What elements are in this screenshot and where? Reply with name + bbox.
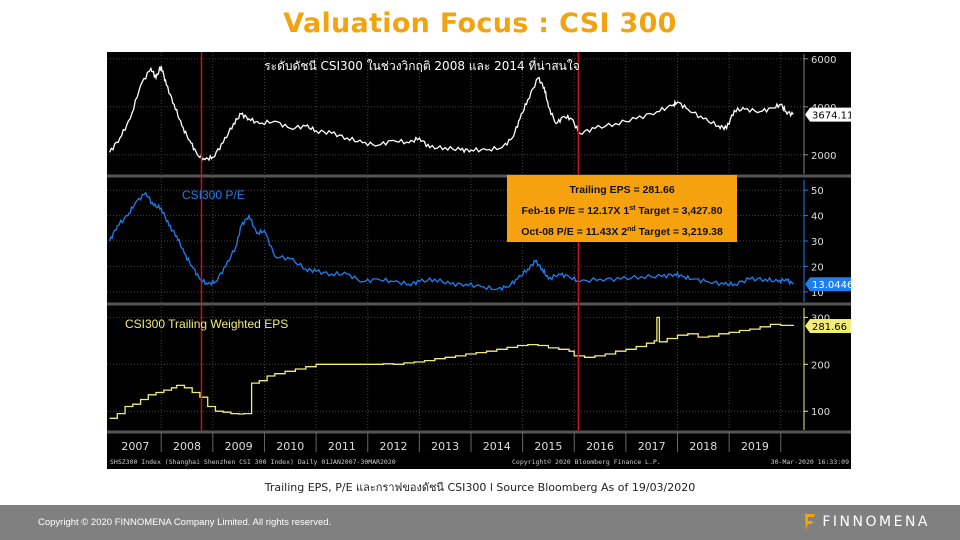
brand-name: FINNOMENA	[822, 514, 930, 530]
last-value-tag	[805, 318, 851, 333]
pe-last-value-label: 13.0446	[805, 277, 851, 292]
bloomberg-copyright: Copyright© 2020 Bloomberg Finance L.P.	[512, 458, 661, 466]
x-axis: 2007 2008 2009 2010 2011 2012 2013 2014 2015 2016…	[121, 432, 782, 453]
chart-caption: Trailing EPS, P/E และกราฟของดัชนี CSI300…	[264, 481, 696, 494]
annotation-second-target: Oct-08 P/E = 11.43X 2nd Target = 3,219.3…	[521, 226, 723, 238]
footer-bar: Copyright © 2020 FINNOMENA Company Limit…	[0, 505, 960, 540]
annotation-background	[507, 175, 737, 242]
y-tick-label: 300	[811, 313, 830, 324]
x-tick-label: 2007	[121, 440, 149, 453]
x-tick-label: 2012	[380, 440, 408, 453]
y-tick-label: 6000	[811, 55, 836, 66]
index-last-value-label: 3674.11	[805, 107, 851, 122]
annotation-trailing-eps: Trailing EPS = 281.66	[569, 184, 675, 196]
brand-logo: FINNOMENA	[804, 513, 930, 531]
grid-lines	[107, 52, 851, 434]
x-tick-label: 2009	[225, 440, 253, 453]
x-tick-label: 2014	[483, 440, 511, 453]
y-tick-label: 100	[811, 407, 830, 418]
bloomberg-timestamp: 30-Mar-2020 16:33:09	[771, 458, 849, 466]
bloomberg-source-line: SHSZ300 Index (Shanghai Shenzhen CSI 300…	[110, 458, 396, 466]
pe-panel-title: CSI300 P/E	[182, 188, 245, 202]
finnomena-f-logo-icon	[805, 514, 816, 530]
last-value-text: 13.0446	[812, 280, 851, 291]
annotation-first-target: Feb-16 P/E = 12.17X 1st Target = 3,427.8…	[522, 205, 723, 217]
x-tick-label: 2010	[276, 440, 304, 453]
last-value-tag	[805, 277, 851, 292]
y-tick-label: 10	[811, 288, 824, 299]
x-tick-label: 2008	[173, 440, 201, 453]
x-tick-label: 2019	[741, 440, 769, 453]
index-series-line	[109, 65, 794, 162]
eps-last-value-label: 281.66	[805, 318, 851, 333]
y-tick-label: 30	[811, 237, 824, 248]
valuation-annotation-box: Trailing EPS = 281.66 Feb-16 P/E = 12.17…	[507, 175, 737, 242]
chart-svg: 2000400060003674.11102030405013.04461002…	[107, 52, 851, 466]
x-tick-label: 2016	[586, 440, 614, 453]
x-tick-label: 2011	[328, 440, 356, 453]
y-tick-label: 200	[811, 360, 830, 371]
y-tick-label: 50	[811, 186, 824, 197]
bloomberg-chart: 2000400060003674.11102030405013.04461002…	[107, 52, 851, 469]
x-tick-label: 2017	[638, 440, 666, 453]
eps-panel-title: CSI300 Trailing Weighted EPS	[125, 317, 288, 331]
footer-copyright: Copyright © 2020 FINNOMENA Company Limit…	[38, 517, 332, 528]
eps-series-line	[109, 316, 794, 419]
last-value-text: 281.66	[812, 322, 847, 333]
y-tick-label: 40	[811, 212, 824, 223]
panels	[108, 65, 794, 419]
pe-series-line	[108, 191, 794, 292]
page-title: Valuation Focus : CSI 300	[283, 8, 677, 39]
index-panel-title: ระดับดัชนี CSI300 ในช่วงวิกฤติ 2008 และ …	[264, 57, 580, 73]
last-value-tag	[805, 107, 851, 122]
x-tick-label: 2013	[431, 440, 459, 453]
y-tick-label: 20	[811, 262, 824, 273]
y-tick-label: 2000	[811, 151, 836, 162]
x-tick-label: 2018	[689, 440, 717, 453]
y-axes: 2000400060003674.11102030405013.04461002…	[803, 54, 851, 430]
last-value-text: 3674.11	[812, 111, 851, 122]
x-tick-label: 2015	[534, 440, 562, 453]
